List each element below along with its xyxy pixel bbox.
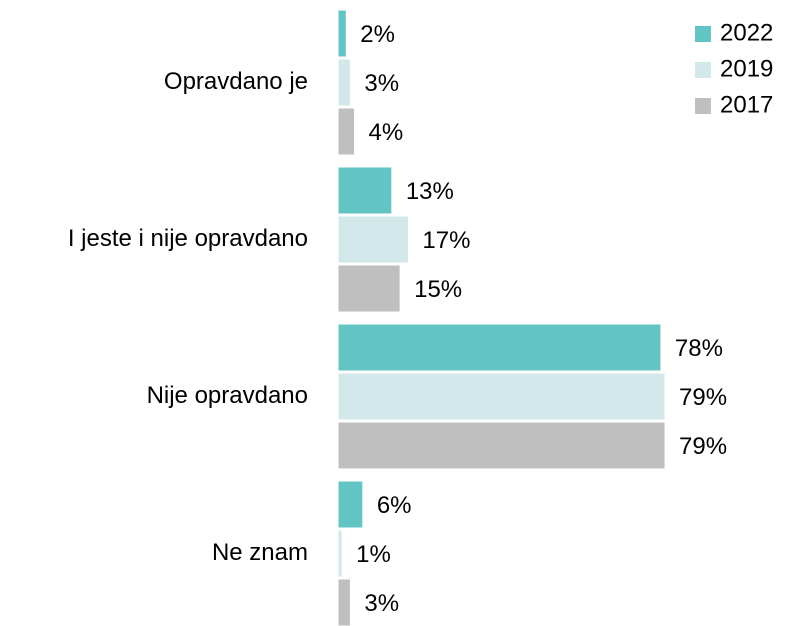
value-label: 3% bbox=[364, 70, 399, 97]
value-label: 79% bbox=[679, 384, 727, 411]
value-label: 1% bbox=[356, 541, 391, 568]
bar bbox=[337, 323, 662, 372]
bar bbox=[337, 264, 401, 313]
value-label: 15% bbox=[414, 276, 462, 303]
legend-label: 2017 bbox=[720, 91, 773, 118]
legend-swatch bbox=[695, 98, 711, 114]
bar bbox=[337, 9, 347, 58]
legend-label: 2022 bbox=[720, 19, 773, 46]
value-label: 4% bbox=[369, 119, 404, 146]
legend-swatch bbox=[695, 26, 711, 42]
category-label: Opravdano je bbox=[164, 68, 308, 95]
bar bbox=[337, 480, 364, 529]
legend-swatch bbox=[695, 62, 711, 78]
bar bbox=[337, 166, 393, 215]
bar bbox=[337, 529, 343, 578]
bar bbox=[337, 107, 356, 156]
value-label: 2% bbox=[360, 21, 395, 48]
value-label: 78% bbox=[675, 335, 723, 362]
bar bbox=[337, 215, 409, 264]
category-label: Nije opravdano bbox=[147, 382, 308, 409]
bar bbox=[337, 372, 666, 421]
bar bbox=[337, 58, 351, 107]
value-label: 79% bbox=[679, 433, 727, 460]
category-label: Ne znam bbox=[212, 539, 308, 566]
category-label: I jeste i nije opravdano bbox=[68, 225, 308, 252]
bar bbox=[337, 421, 666, 470]
value-label: 6% bbox=[377, 492, 412, 519]
legend-label: 2019 bbox=[720, 55, 773, 82]
value-label: 17% bbox=[422, 227, 470, 254]
bar bbox=[337, 578, 351, 626]
value-label: 3% bbox=[364, 590, 399, 617]
value-label: 13% bbox=[406, 178, 454, 205]
